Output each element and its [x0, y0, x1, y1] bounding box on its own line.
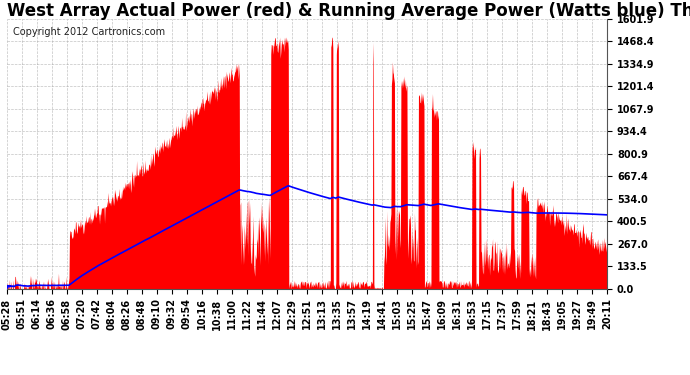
- Text: West Array Actual Power (red) & Running Average Power (Watts blue) Thu Jul 5  20: West Array Actual Power (red) & Running …: [7, 2, 690, 20]
- Text: Copyright 2012 Cartronics.com: Copyright 2012 Cartronics.com: [13, 27, 165, 37]
